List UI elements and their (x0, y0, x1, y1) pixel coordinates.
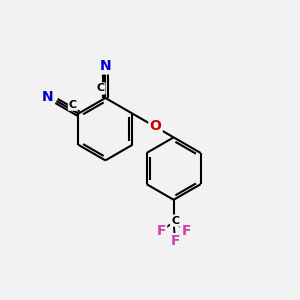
Text: F: F (156, 224, 166, 238)
Text: C: C (69, 100, 77, 110)
Text: O: O (150, 119, 161, 133)
Text: F: F (170, 234, 180, 248)
Text: C: C (171, 216, 179, 226)
Text: N: N (100, 59, 111, 73)
Text: F: F (182, 224, 191, 238)
Text: N: N (42, 90, 53, 104)
Text: C: C (96, 83, 104, 94)
